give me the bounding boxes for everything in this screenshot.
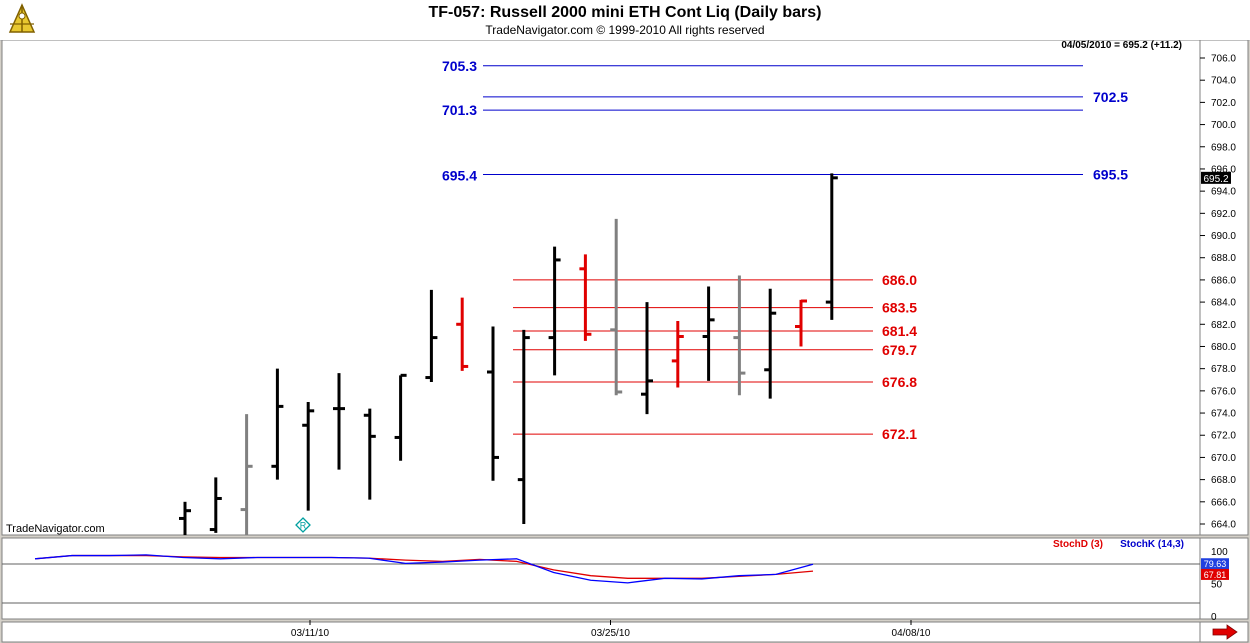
x-tick-label: 04/08/10 <box>892 628 931 639</box>
red-level-label: 686.0 <box>882 272 917 288</box>
y-tick-label: 686.0 <box>1211 275 1236 286</box>
stochK-last-label: 79.63 <box>1204 559 1227 569</box>
price-bars <box>179 173 838 536</box>
x-tick-label: 03/11/10 <box>291 628 330 639</box>
ohlc-bar <box>456 297 469 371</box>
trade-navigator-logo-icon <box>8 3 36 33</box>
y-tick-label: 666.0 <box>1211 497 1236 508</box>
stochK-legend: StochK (14,3) <box>1120 539 1184 550</box>
red-level-label: 683.5 <box>882 300 917 316</box>
scroll-right-arrow-icon[interactable] <box>1212 624 1238 640</box>
x-tick-label: 03/25/10 <box>591 628 630 639</box>
y-tick-label: 682.0 <box>1211 320 1236 331</box>
stochD-last-label: 67.81 <box>1204 570 1227 580</box>
red-level-label: 679.7 <box>882 342 917 358</box>
stochastic-panel <box>1 537 1201 620</box>
last-info-label: 04/05/2010 = 695.2 (+11.2) <box>1061 40 1182 51</box>
y-tick-label: 700.0 <box>1211 120 1236 131</box>
y-tick-label: 694.0 <box>1211 187 1236 198</box>
y-tick-label: 706.0 <box>1211 54 1236 65</box>
stochK-last-box <box>1201 558 1229 570</box>
stoch-y-label: 0 <box>1211 612 1217 623</box>
chart-title: TF-057: Russell 2000 mini ETH Cont Liq (… <box>428 4 822 21</box>
date-axis: 03/11/10 03/25/10 04/08/10 <box>291 620 931 639</box>
ohlc-bar <box>425 289 438 382</box>
y-tick-label: 664.0 <box>1211 520 1236 531</box>
y-tick-label: 674.0 <box>1211 409 1236 420</box>
ohlc-bar <box>764 288 777 399</box>
ohlc-bar <box>825 173 838 320</box>
y-tick-label: 704.0 <box>1211 76 1236 87</box>
ohlc-bar <box>579 254 592 341</box>
y-tick-label: 670.0 <box>1211 453 1236 464</box>
watermark: TradeNavigator.com <box>6 523 105 535</box>
ohlc-bar <box>795 299 807 347</box>
red-level-label: 672.1 <box>882 426 917 442</box>
ohlc-bar <box>363 408 376 500</box>
ohlc-bar <box>702 286 715 381</box>
ohlc-bar <box>641 302 653 415</box>
ohlc-bar <box>271 368 284 480</box>
ohlc-bar <box>240 414 253 536</box>
ohlc-bar <box>610 218 623 396</box>
price-panel <box>1 40 1201 536</box>
stochD-legend: StochD (3) <box>1053 539 1103 550</box>
blue-level-label: 695.4 <box>442 168 477 184</box>
y-tick-label: 672.0 <box>1211 431 1236 442</box>
y-tick-label: 688.0 <box>1211 253 1236 264</box>
y-tick-label: 692.0 <box>1211 209 1236 220</box>
stoch-y-label: 50 <box>1211 580 1223 591</box>
y-tick-label: 680.0 <box>1211 342 1236 353</box>
ohlc-bar <box>302 401 315 511</box>
ohlc-bar <box>517 329 530 524</box>
chart-area[interactable]: 04/05/2010 = 695.2 (+11.2) TradeNavigato… <box>0 40 1250 643</box>
stochD-last-box <box>1201 568 1229 580</box>
ohlc-bar <box>487 326 499 481</box>
y-tick-label: 676.0 <box>1211 386 1236 397</box>
blue-level-label: 701.3 <box>442 102 477 118</box>
red-level-label: 681.4 <box>882 323 917 339</box>
ohlc-bar <box>394 373 407 461</box>
price-axis-panel <box>1199 40 1249 536</box>
blue-level-label: 695.5 <box>1093 167 1128 183</box>
signal-marker-icon: R <box>295 517 311 533</box>
y-tick-label: 684.0 <box>1211 298 1236 309</box>
ohlc-bar <box>179 501 191 536</box>
ohlc-bar <box>548 246 561 376</box>
level-lines: 705.3 702.5 701.3 695.4 695.5 686.0 683.5 681.4… <box>442 58 1128 442</box>
stoch-y-label: 100 <box>1211 547 1228 558</box>
blue-level-label: 705.3 <box>442 58 477 74</box>
ohlc-bar <box>671 320 684 388</box>
y-tick-label: 698.0 <box>1211 142 1236 153</box>
last-price-box <box>1201 171 1231 184</box>
stochK-line <box>34 554 814 584</box>
ohlc-bar <box>733 275 746 396</box>
y-tick-label: 702.0 <box>1211 98 1236 109</box>
price-axis: 706.0 704.0 702.0 700.0 698.0 696.0 694.0 692.0… <box>1200 54 1236 531</box>
chart-header: TF-057: Russell 2000 mini ETH Cont Liq (… <box>0 0 1250 41</box>
copyright-text: TradeNavigator.com © 1999-2010 All right… <box>485 23 765 37</box>
y-tick-label: 668.0 <box>1211 475 1236 486</box>
y-tick-label: 696.0 <box>1211 164 1236 175</box>
y-tick-label: 678.0 <box>1211 364 1236 375</box>
y-tick-label: 690.0 <box>1211 231 1236 242</box>
svg-text:R: R <box>300 521 307 531</box>
red-level-label: 676.8 <box>882 374 917 390</box>
blue-level-label: 702.5 <box>1093 89 1128 105</box>
last-price-label: 695.2 <box>1203 174 1228 185</box>
ohlc-bar <box>333 373 345 470</box>
ohlc-bar <box>209 477 222 533</box>
